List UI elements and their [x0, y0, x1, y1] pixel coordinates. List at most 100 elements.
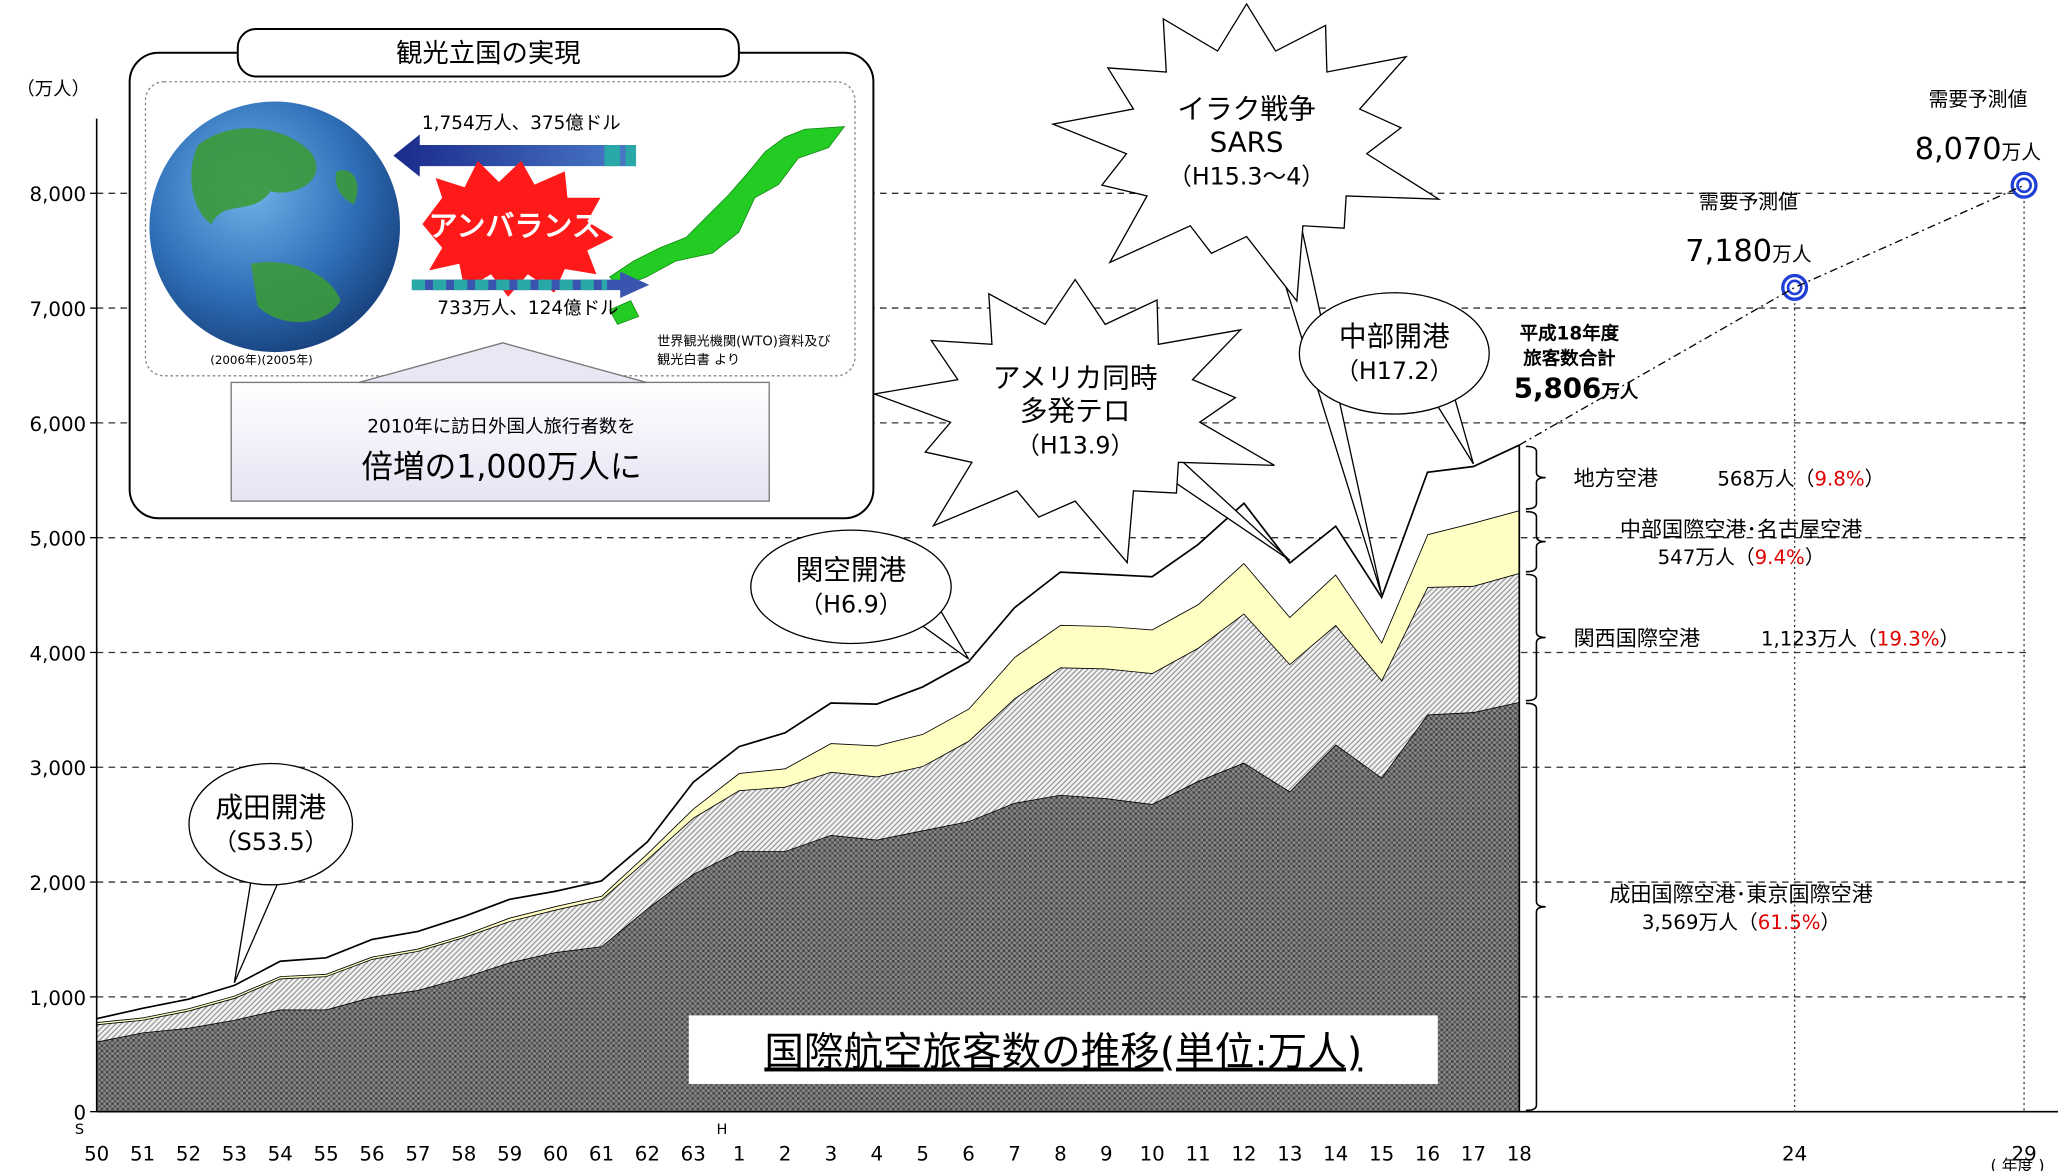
outbound-arrow-dash — [625, 145, 637, 167]
forecast-value: 8,070 — [1915, 132, 2002, 167]
forecast-label: 需要予測値 — [1929, 88, 2028, 111]
inset-title-box — [236, 28, 740, 78]
x-tick-label: 52 — [176, 1142, 201, 1165]
y-tick-label: 4,000 — [30, 642, 87, 665]
y-tick-label: 0 — [74, 1102, 87, 1125]
x-tick-label: 10 — [1140, 1142, 1165, 1165]
y-tick-label: 5,000 — [30, 528, 87, 551]
inset-source: 観光白書 より — [657, 351, 740, 368]
x-tick-label: 63 — [681, 1142, 706, 1165]
inset-title: 観光立国の実現 — [396, 39, 581, 69]
total-label: 平成18年度 — [1520, 323, 1620, 345]
x-tick-label: 3 — [825, 1142, 838, 1165]
area-outline — [96, 701, 1520, 1043]
forecast-point — [2010, 171, 2038, 199]
y-tick-label: 2,000 — [30, 872, 87, 895]
x-tick-label: 60 — [543, 1142, 568, 1165]
callout-text: イラク戦争 — [1177, 93, 1315, 126]
x-tick-label: 14 — [1323, 1142, 1348, 1165]
brace — [1525, 573, 1546, 702]
callout-bubble — [1298, 292, 1490, 415]
x-tick-label: 50 — [84, 1142, 109, 1165]
inset-source: 世界観光機関(WTO)資料及び — [657, 332, 830, 349]
inset-panel: 観光立国の実現 1,754万人、375億ドル アンバランス 733万人、124億… — [128, 28, 875, 520]
area — [96, 510, 1520, 1025]
forecast-line — [1518, 184, 2025, 446]
series-amount-part: 1,123万人（ — [1761, 627, 1877, 650]
total-unit: 万人 — [1600, 381, 1638, 403]
x-tick-label: 2 — [779, 1142, 792, 1165]
x-tick-label: 11 — [1185, 1142, 1210, 1165]
forecast-value: 7,180 — [1685, 234, 1772, 269]
series-amount-part: 547万人（ — [1658, 546, 1755, 569]
forecast-point-inner — [1786, 279, 1803, 296]
callout-text: （H6.9） — [799, 591, 902, 619]
forecast-point — [1781, 273, 1809, 301]
x-tick-label: 15 — [1369, 1142, 1394, 1165]
series-amount-part: ） — [1865, 468, 1885, 491]
series-amount-part: ） — [1821, 911, 1841, 934]
x-tick-label: 53 — [222, 1142, 247, 1165]
callout-text: （H17.2） — [1335, 357, 1453, 385]
x-tick-label: 51 — [130, 1142, 155, 1165]
y-tick-label: 7,000 — [30, 298, 87, 321]
forecast-value-label: 7,180万人 — [1685, 234, 1812, 269]
plot-area: 0 1,000 2,000 3,000 4,000 5,000 6,000 7,000 8,00… — [16, 2, 2058, 1171]
area — [96, 573, 1520, 1042]
series-amount-part: ） — [1805, 546, 1825, 569]
era-mark: H — [717, 1122, 728, 1138]
x-tick-label: 62 — [635, 1142, 660, 1165]
total-value: 5,806 — [1514, 372, 1602, 405]
total-label: 旅客数合計 — [1523, 348, 1615, 370]
series-label: 地方空港 — [1574, 466, 1658, 491]
callout-text: （H13.9） — [1016, 432, 1134, 460]
x-tick-label: 17 — [1461, 1142, 1486, 1165]
forecast-unit: 万人 — [2002, 141, 2042, 164]
goal-text: 2010年に訪日外国人旅行者数を — [367, 417, 635, 438]
x-tick-label: 54 — [268, 1142, 293, 1165]
title-box — [688, 1015, 1438, 1084]
x-tick-label: 57 — [405, 1142, 430, 1165]
brace — [1525, 702, 1546, 1112]
outbound-label: 1,754万人、375億ドル — [422, 113, 621, 134]
x-tick-label: 12 — [1231, 1142, 1256, 1165]
goal-pointer — [358, 342, 647, 384]
series-amount-part: ） — [1940, 627, 1960, 650]
x-tick-label: 29 — [2012, 1142, 2037, 1165]
y-tick-label: 1,000 — [30, 987, 87, 1010]
series-amount: 547万人（9.4%） — [1658, 546, 1825, 569]
callout-text: 多発テロ — [1020, 395, 1131, 428]
x-tick-label: 58 — [451, 1142, 476, 1165]
x-tick-label: 5 — [916, 1142, 929, 1165]
y-tick-label: 3,000 — [30, 757, 87, 780]
callout-bubble — [750, 529, 952, 645]
x-tick-label: 1 — [733, 1142, 746, 1165]
brace — [1525, 510, 1546, 573]
callout-text: 関空開港 — [796, 554, 907, 587]
x-tick-label: 18 — [1507, 1142, 1532, 1165]
x-tick-label: 6 — [962, 1142, 975, 1165]
series-label: 中部国際空港･名古屋空港 — [1620, 516, 1862, 541]
globe-land — [191, 128, 358, 323]
series-amount-part: 19.3% — [1877, 627, 1940, 650]
x-tick-label: 4 — [871, 1142, 884, 1165]
chart-title: 国際航空旅客数の推移(単位:万人) — [764, 1030, 1362, 1076]
forecast-label: 需要予測値 — [1699, 190, 1798, 213]
inset-years: (2006年)(2005年) — [210, 353, 313, 367]
callout-text: （S53.5） — [213, 828, 328, 856]
series-amount: 1,123万人（19.3%） — [1761, 627, 1959, 650]
goal-box — [230, 381, 770, 502]
series-amount: 568万人（9.8%） — [1717, 468, 1884, 491]
total-value-label: 5,806万人 — [1514, 372, 1639, 405]
forecast-unit: 万人 — [1772, 243, 1812, 266]
callout-burst — [1050, 2, 1442, 303]
y-axis-unit: （万人） — [16, 79, 90, 100]
forecast-point-inner — [2016, 177, 2032, 194]
x-tick-label: 59 — [497, 1142, 522, 1165]
callout-text: （H15.3～4） — [1168, 163, 1325, 191]
series-amount: 3,569万人（61.5%） — [1642, 911, 1840, 934]
inbound-label: 733万人、124億ドル — [437, 298, 618, 319]
y-tick-label: 8,000 — [30, 183, 87, 206]
series-amount-part: 9.4% — [1755, 546, 1805, 569]
